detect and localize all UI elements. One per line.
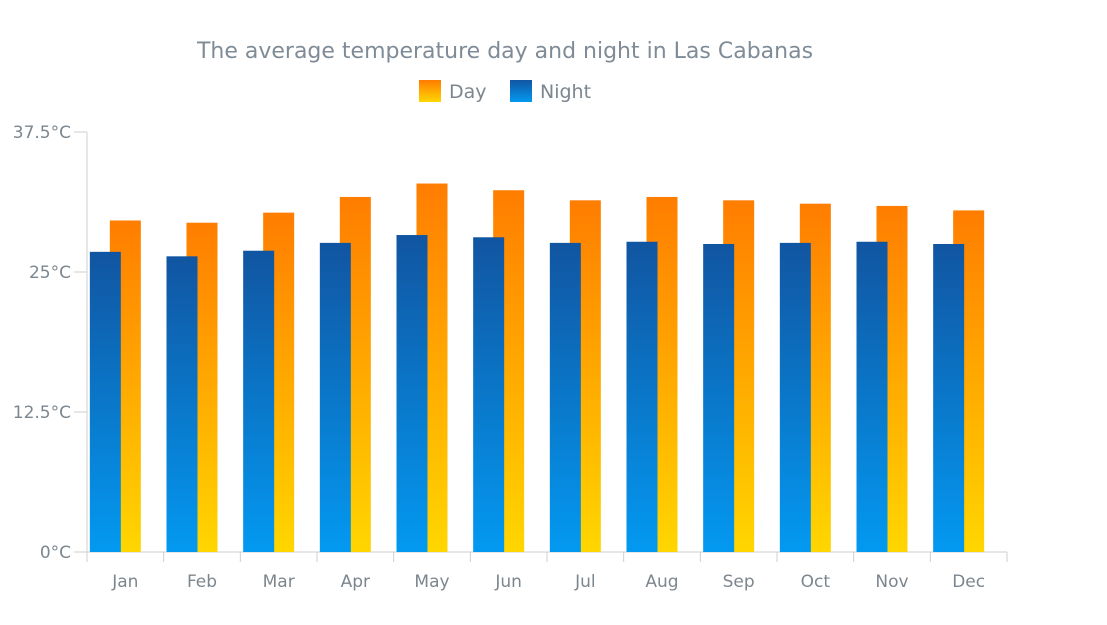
- chart-labels: 0°C 12.5°C 25°C 37.5°C Jan Feb Mar Apr May Jun Jul…: [13, 123, 985, 592]
- x-tick-label: Feb: [187, 572, 217, 592]
- bar-night-sep[interactable]: [703, 244, 735, 552]
- legend-item-day[interactable]: Day: [419, 80, 487, 103]
- y-tick-label: 25°C: [29, 263, 71, 283]
- x-tick-label: Apr: [341, 572, 370, 592]
- x-tick-label: Nov: [875, 572, 908, 592]
- legend-swatch-night: [510, 80, 532, 102]
- x-tick-label: Oct: [801, 572, 831, 592]
- x-tick-label: Jun: [494, 572, 522, 592]
- bar-night-may[interactable]: [396, 235, 428, 553]
- x-tick-label: Jan: [111, 572, 138, 592]
- bar-night-jun[interactable]: [473, 237, 505, 552]
- legend-label-day: Day: [449, 81, 487, 103]
- bar-night-mar[interactable]: [243, 250, 275, 552]
- bar-night-jan[interactable]: [89, 251, 121, 552]
- legend-swatch-day: [419, 80, 441, 102]
- chart-legend: Day Night: [419, 80, 591, 103]
- bar-night-apr[interactable]: [319, 242, 351, 552]
- chart-bars: [89, 183, 985, 553]
- y-tick-label: 12.5°C: [13, 403, 71, 423]
- bar-night-dec[interactable]: [933, 244, 965, 552]
- x-tick-label: Aug: [645, 572, 678, 592]
- y-tick-label: 37.5°C: [13, 123, 71, 143]
- bar-night-nov[interactable]: [856, 241, 888, 552]
- legend-label-night: Night: [540, 81, 591, 103]
- x-tick-label: Dec: [952, 572, 985, 592]
- chart-title: The average temperature day and night in…: [196, 39, 813, 64]
- bar-night-jul[interactable]: [549, 242, 581, 552]
- bar-night-aug[interactable]: [626, 241, 658, 552]
- x-tick-label: Mar: [263, 572, 295, 592]
- legend-item-night[interactable]: Night: [510, 80, 591, 103]
- x-tick-label: Jul: [574, 572, 596, 592]
- y-tick-label: 0°C: [40, 543, 71, 563]
- chart-axes: [74, 131, 1008, 562]
- x-tick-label: May: [414, 572, 449, 592]
- bar-night-feb[interactable]: [166, 256, 198, 552]
- x-tick-label: Sep: [723, 572, 755, 592]
- bar-night-oct[interactable]: [779, 242, 811, 552]
